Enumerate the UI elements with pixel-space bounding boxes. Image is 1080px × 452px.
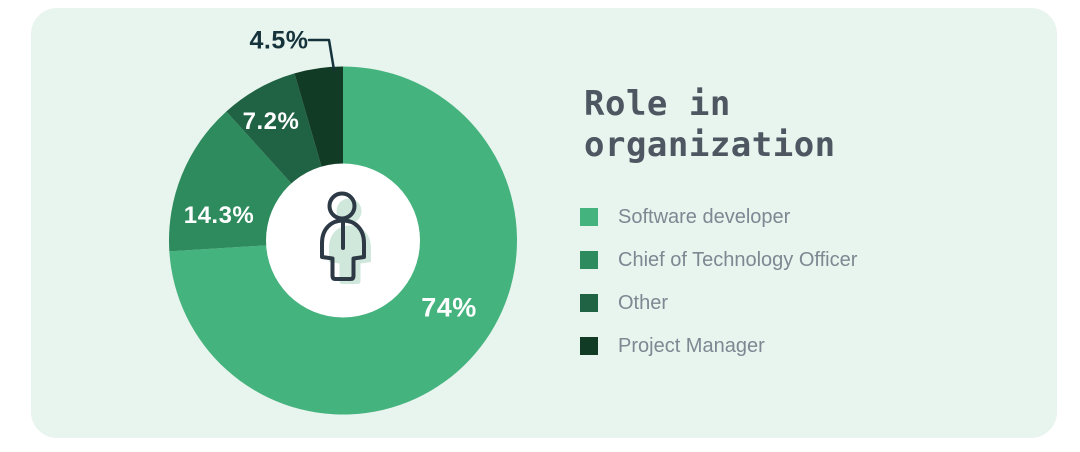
legend-item-other: Other: [580, 291, 857, 314]
legend-swatch: [580, 208, 598, 226]
chart-legend: Software developer Chief of Technology O…: [580, 205, 858, 380]
legend-item-cto: Chief of Technology Officer: [580, 248, 858, 271]
chart-title-line2: organization: [584, 125, 836, 165]
legend-label: Software developer: [618, 205, 791, 228]
slice-value-label-project-manager: 4.5%: [249, 26, 309, 55]
legend-item-project-manager: Project Manager: [580, 334, 857, 357]
chart-title: Role in organization: [584, 84, 836, 166]
legend-swatch: [580, 251, 598, 269]
legend-swatch: [580, 337, 598, 355]
slice-value-label-other: 7.2%: [242, 108, 300, 135]
legend-label: Project Manager: [618, 334, 765, 357]
slice-value-label-software-developer: 74%: [421, 292, 477, 323]
legend-swatch: [580, 294, 598, 312]
slice-value-label-cto: 14.3%: [183, 202, 255, 229]
chart-title-line1: Role in: [584, 84, 731, 124]
legend-label: Chief of Technology Officer: [618, 248, 858, 271]
legend-item-software-developer: Software developer: [580, 205, 857, 228]
legend-label: Other: [618, 291, 669, 314]
